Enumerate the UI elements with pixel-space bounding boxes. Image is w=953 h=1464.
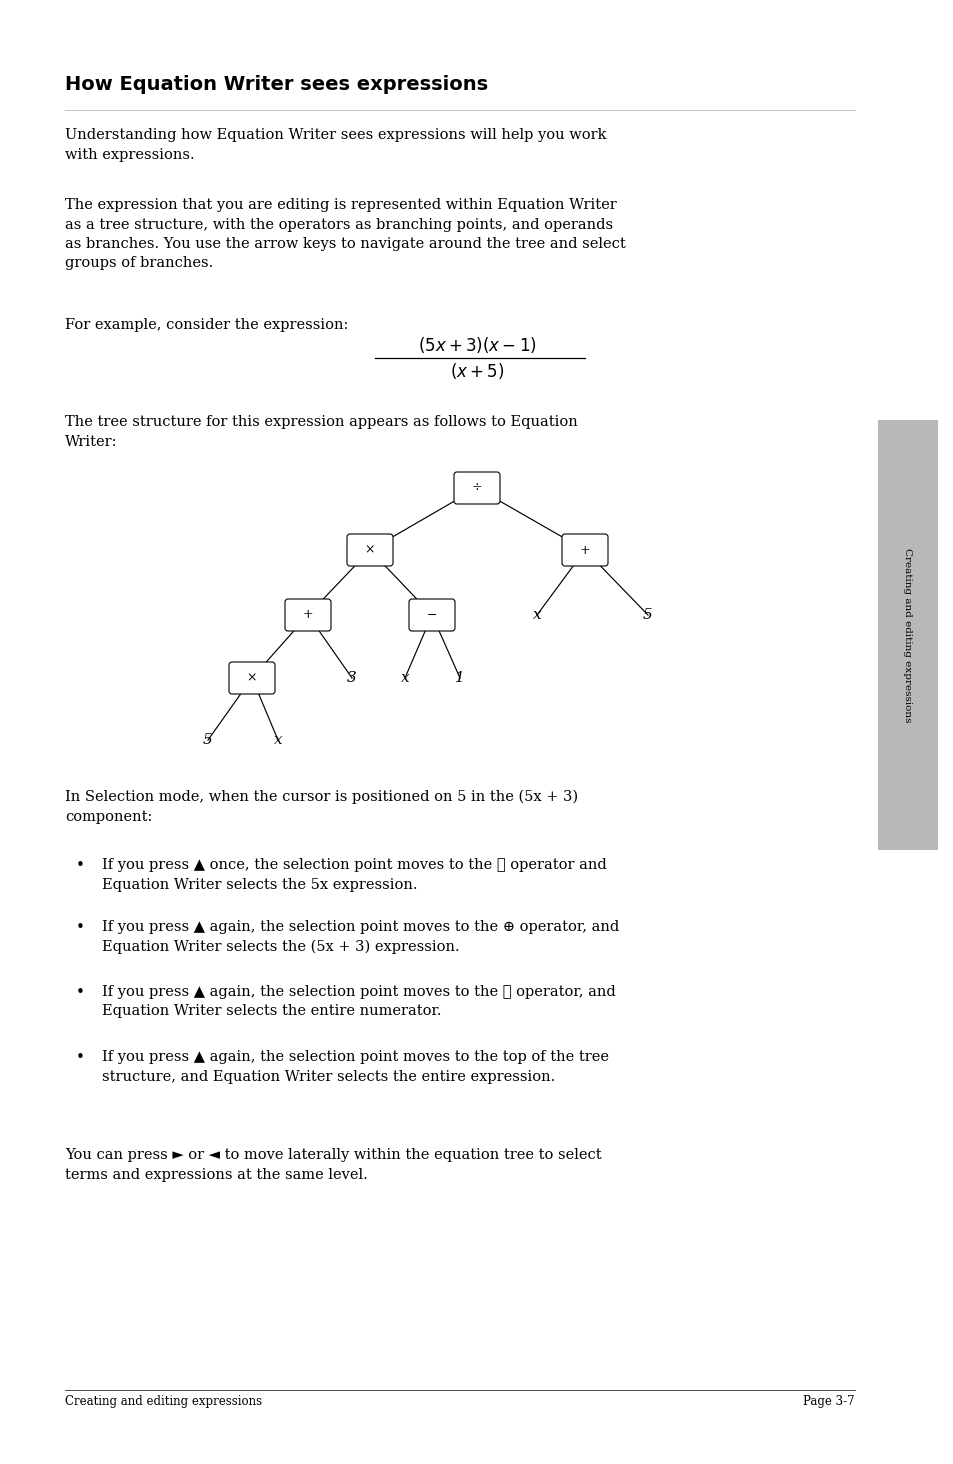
Text: How Equation Writer sees expressions: How Equation Writer sees expressions (65, 75, 488, 94)
Text: The expression that you are editing is represented within Equation Writer
as a t: The expression that you are editing is r… (65, 198, 625, 271)
FancyBboxPatch shape (454, 471, 499, 504)
Text: •: • (75, 919, 85, 935)
Text: x: x (400, 671, 409, 685)
Text: −: − (426, 609, 436, 622)
FancyBboxPatch shape (285, 599, 331, 631)
Text: •: • (75, 985, 85, 1000)
Text: 5: 5 (203, 733, 213, 747)
Text: +: + (302, 609, 313, 622)
Text: Understanding how Equation Writer sees expressions will help you work
with expre: Understanding how Equation Writer sees e… (65, 127, 606, 161)
Text: In Selection mode, when the cursor is positioned on 5 in the (5x + 3)
component:: In Selection mode, when the cursor is po… (65, 791, 578, 824)
FancyBboxPatch shape (229, 662, 274, 694)
Text: •: • (75, 1050, 85, 1064)
FancyBboxPatch shape (561, 534, 607, 567)
Text: x: x (274, 733, 282, 747)
Text: 3: 3 (347, 671, 356, 685)
FancyBboxPatch shape (409, 599, 455, 631)
FancyBboxPatch shape (347, 534, 393, 567)
Text: Page 3-7: Page 3-7 (802, 1395, 854, 1408)
Text: If you press ▲ once, the selection point moves to the Ⓧ operator and
Equation Wr: If you press ▲ once, the selection point… (102, 858, 606, 892)
Text: Creating and editing expressions: Creating and editing expressions (902, 548, 911, 722)
Text: ×: × (364, 543, 375, 556)
Text: You can press ► or ◄ to move laterally within the equation tree to select
terms : You can press ► or ◄ to move laterally w… (65, 1148, 601, 1181)
Text: ÷: ÷ (471, 482, 482, 495)
Text: For example, consider the expression:: For example, consider the expression: (65, 318, 348, 332)
Text: 1: 1 (455, 671, 464, 685)
Text: +: + (579, 543, 590, 556)
Text: If you press ▲ again, the selection point moves to the Ⓧ operator, and
Equation : If you press ▲ again, the selection poin… (102, 985, 615, 1019)
Text: 5: 5 (642, 608, 652, 622)
Text: The tree structure for this expression appears as follows to Equation
Writer:: The tree structure for this expression a… (65, 414, 578, 448)
Text: $(5x + 3)(x - 1)$: $(5x + 3)(x - 1)$ (417, 335, 536, 354)
Text: If you press ▲ again, the selection point moves to the top of the tree
structure: If you press ▲ again, the selection poin… (102, 1050, 608, 1083)
Text: ×: × (247, 672, 257, 685)
FancyBboxPatch shape (877, 420, 937, 851)
Text: x: x (532, 608, 540, 622)
Text: $(x + 5)$: $(x + 5)$ (449, 362, 504, 381)
Text: •: • (75, 858, 85, 873)
Text: Creating and editing expressions: Creating and editing expressions (65, 1395, 262, 1408)
Text: If you press ▲ again, the selection point moves to the ⊕ operator, and
Equation : If you press ▲ again, the selection poin… (102, 919, 618, 955)
